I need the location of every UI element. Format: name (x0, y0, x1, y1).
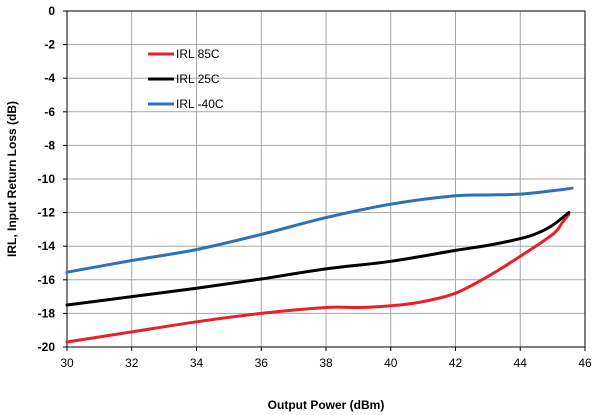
y-tick-label: -14 (38, 239, 56, 253)
y-tick-label: -18 (38, 306, 56, 320)
y-tick-label: -8 (44, 138, 55, 152)
series-line-irl-25c (65, 211, 571, 307)
series-line-irl-40c (65, 186, 574, 274)
x-axis-title: Output Power (dBm) (268, 398, 385, 412)
y-tick-label: -16 (38, 273, 56, 287)
y-tick-label: 0 (48, 4, 55, 18)
y-axis-title: IRL, Input Return Loss (dB) (5, 101, 19, 257)
y-tick-label: -2 (44, 38, 55, 52)
x-tick-label: 32 (125, 356, 139, 370)
x-axis-ticks: 30 32 34 36 38 40 42 44 46 (60, 347, 592, 370)
legend-label: IRL 25C (176, 72, 220, 86)
y-tick-label: -6 (44, 105, 55, 119)
legend-label: IRL -40C (176, 97, 224, 111)
legend: IRL 85C IRL 25C IRL -40C (148, 47, 224, 111)
y-tick-label: -12 (38, 206, 56, 220)
y-axis-ticks: 0 -2 -4 -6 -8 -10 -12 -14 -16 -18 -20 (38, 4, 67, 354)
series-line-irl-85c (65, 212, 571, 344)
x-tick-label: 36 (255, 356, 269, 370)
grid-lines (66, 10, 586, 348)
y-tick-label: -10 (38, 172, 56, 186)
x-tick-label: 46 (578, 356, 592, 370)
series-layer (65, 186, 574, 344)
legend-label: IRL 85C (176, 47, 220, 61)
y-tick-label: -4 (44, 71, 55, 85)
x-tick-label: 44 (514, 356, 528, 370)
y-tick-label: -20 (38, 340, 56, 354)
x-tick-label: 34 (190, 356, 204, 370)
x-tick-label: 30 (60, 356, 74, 370)
x-tick-label: 42 (449, 356, 463, 370)
x-tick-label: 38 (319, 356, 333, 370)
x-tick-label: 40 (384, 356, 398, 370)
